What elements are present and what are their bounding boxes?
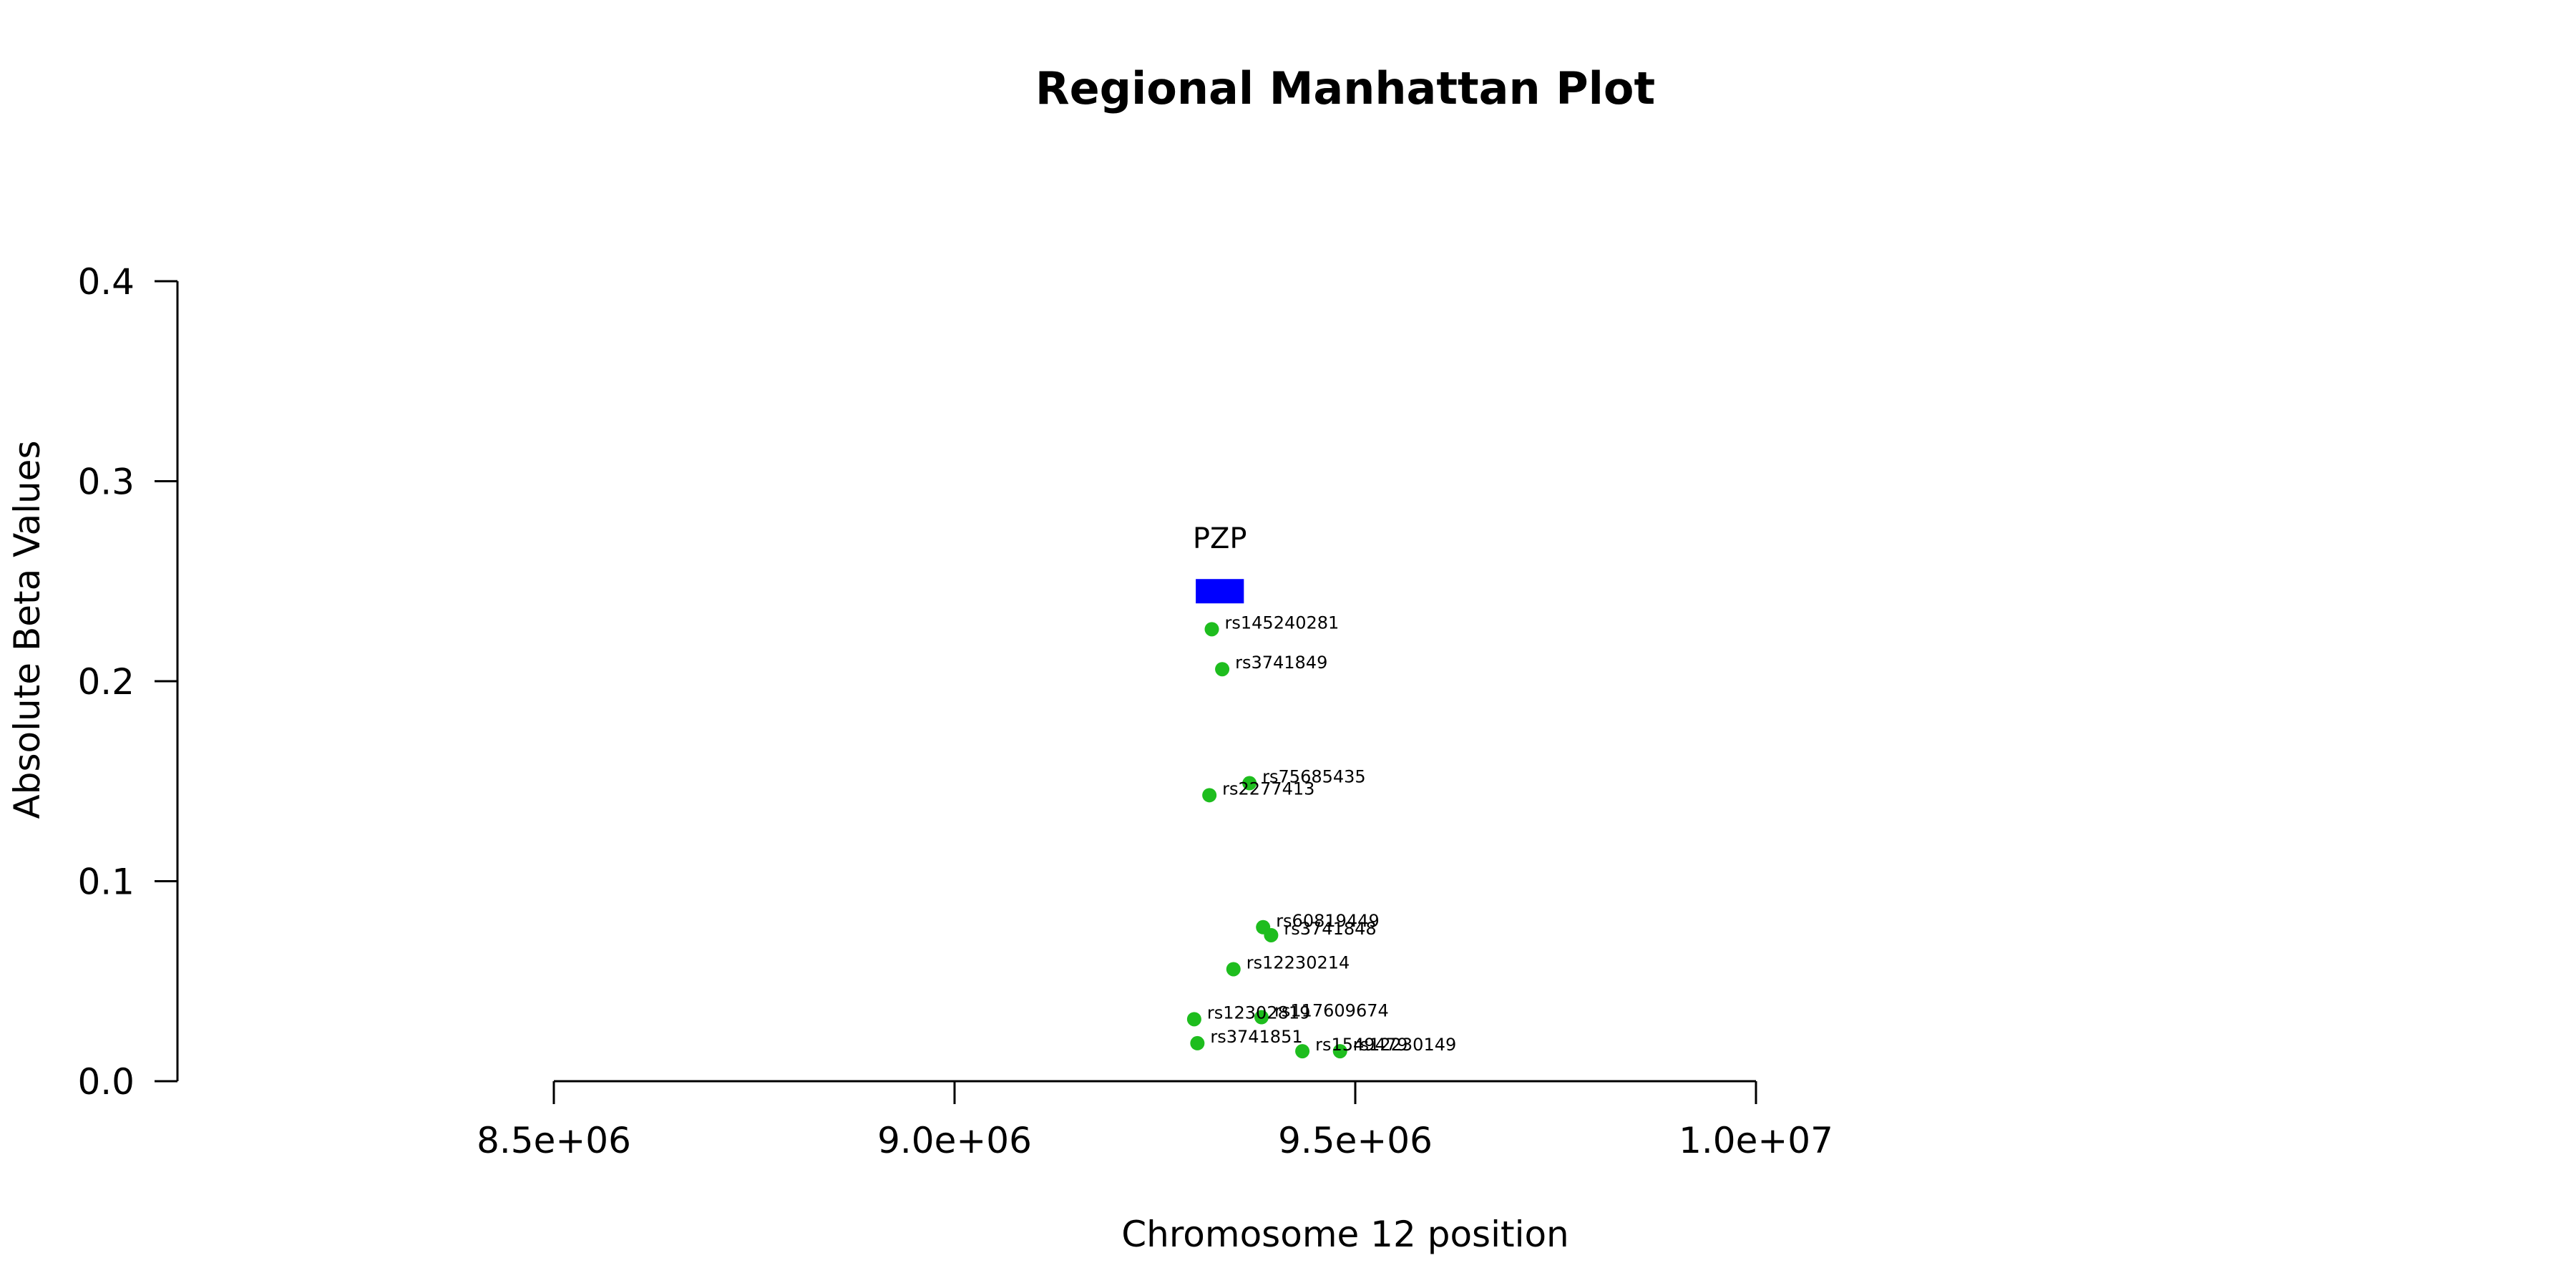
chart-title: Regional Manhattan Plot: [1035, 62, 1655, 114]
x-tick-label: 1.0e+07: [1679, 1120, 1833, 1161]
snp-label: rs12230149: [1353, 1035, 1457, 1055]
snp-point: [1190, 1035, 1205, 1050]
snp-label: rs145240281: [1225, 613, 1340, 633]
snp-label: rs60819449: [1276, 911, 1380, 931]
snp-point: [1242, 776, 1257, 791]
snp-label: rs12230214: [1246, 952, 1350, 972]
x-axis: 8.5e+06 9.0e+06 9.5e+06 1.0e+07: [477, 1080, 1833, 1161]
snp-label: rs75685435: [1262, 767, 1366, 787]
snp-label: rs3741848: [1284, 919, 1376, 939]
x-tick-label: 9.0e+06: [877, 1120, 1032, 1161]
y-axis-title: Absolute Beta Values: [6, 441, 48, 819]
snp-label: rs12302819: [1207, 1002, 1311, 1023]
y-tick-label: 0.0: [77, 1061, 135, 1103]
snp-point: [1204, 622, 1219, 637]
snp-point: [1186, 1012, 1201, 1027]
snp-point: [1202, 788, 1217, 803]
x-tick-label: 9.5e+06: [1278, 1120, 1433, 1161]
x-axis-title: Chromosome 12 position: [1121, 1214, 1569, 1255]
snp-label: rs2277413: [1222, 779, 1314, 799]
snp-point: [1264, 927, 1279, 942]
snp-label: rs3741849: [1235, 653, 1327, 673]
y-tick-label: 0.1: [77, 862, 135, 903]
gene-track: PZP: [1193, 522, 1247, 604]
y-axis: 0.0 0.1 0.2 0.3 0.4: [77, 261, 179, 1103]
x-tick-label: 8.5e+06: [477, 1120, 631, 1161]
snp-point: [1254, 1010, 1269, 1025]
snp-point: [1215, 662, 1230, 677]
snp-points: [1186, 622, 1347, 1059]
snp-label: rs1549479: [1315, 1035, 1407, 1055]
y-tick-label: 0.3: [77, 462, 135, 503]
y-tick-label: 0.2: [77, 661, 135, 703]
gene-label: PZP: [1193, 522, 1247, 555]
gene-bar: [1196, 579, 1244, 604]
snp-point: [1332, 1044, 1347, 1059]
snp-point: [1295, 1044, 1310, 1059]
snp-label: rs117609674: [1274, 1001, 1389, 1021]
snp-label: rs3741851: [1210, 1027, 1302, 1047]
y-tick-label: 0.4: [77, 261, 135, 303]
snp-point: [1226, 962, 1241, 977]
